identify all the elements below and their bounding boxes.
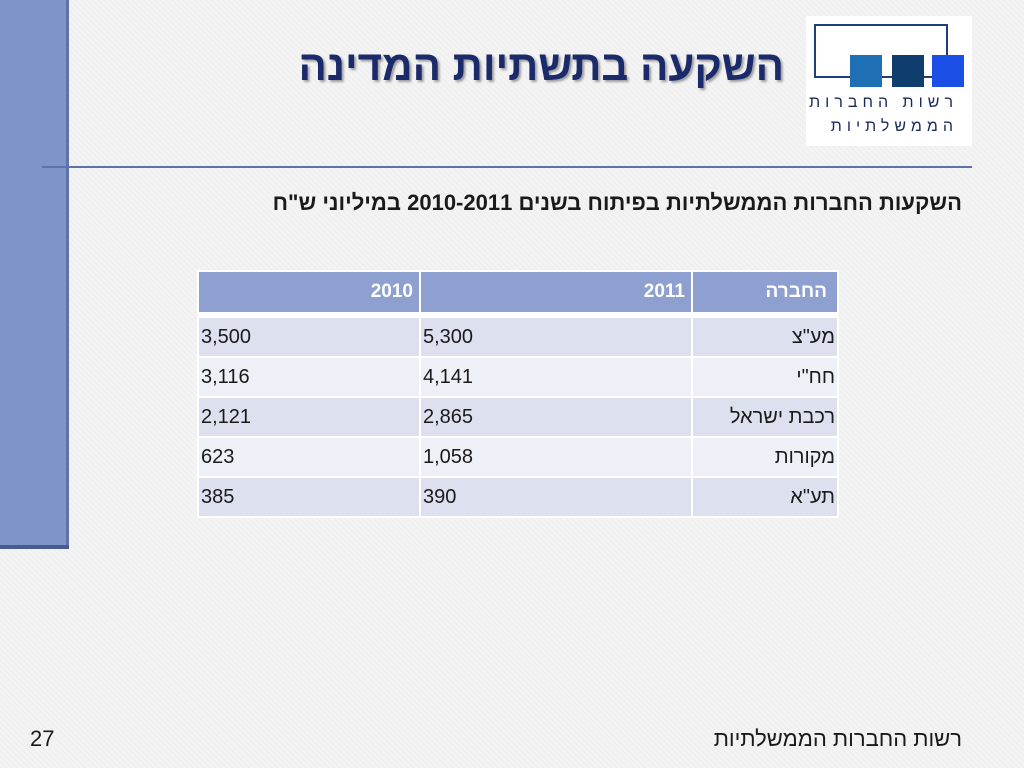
value-2010-cell: 2,121 — [197, 396, 421, 438]
table-header-row: החברה 2011 2010 — [197, 270, 839, 314]
table-row: רכבת ישראל 2,865 2,121 — [197, 396, 839, 438]
value-2010-cell: 623 — [197, 436, 421, 478]
logo-square-bright — [932, 55, 964, 87]
value-2011-cell: 4,141 — [419, 356, 693, 398]
logo-square-light — [850, 55, 882, 87]
header-year-2011: 2011 — [419, 270, 693, 314]
company-cell: תע"א — [691, 476, 839, 518]
header-gap-cell — [198, 313, 838, 317]
company-cell: מע"צ — [691, 316, 839, 358]
slide-subtitle: השקעות החברות הממשלתיות בפיתוח בשנים 201… — [272, 190, 962, 215]
value-2011-cell: 5,300 — [419, 316, 693, 358]
company-cell: רכבת ישראל — [691, 396, 839, 438]
side-accent-bar — [0, 0, 66, 545]
side-accent-base — [0, 545, 69, 549]
company-cell: חח"י — [691, 356, 839, 398]
header-year-2010: 2010 — [197, 270, 421, 314]
authority-logo: רשות החברות הממשלתיות — [806, 16, 972, 146]
value-2010-cell: 385 — [197, 476, 421, 518]
logo-text-line2: הממשלתיות — [830, 118, 958, 135]
logo-text-line1: רשות החברות — [809, 94, 958, 111]
table-row: חח"י 4,141 3,116 — [197, 356, 839, 398]
table-row: מקורות 1,058 623 — [197, 436, 839, 478]
investment-table: החברה 2011 2010 מע"צ 5,300 3,500 חח"י 4,… — [197, 270, 839, 518]
value-2011-cell: 2,865 — [419, 396, 693, 438]
header-company: החברה — [691, 270, 839, 314]
slide-title: השקעה בתשתיות המדינה — [298, 42, 784, 89]
title-divider — [42, 166, 972, 168]
header-gap — [198, 313, 838, 317]
table-row: תע"א 390 385 — [197, 476, 839, 518]
value-2011-cell: 390 — [419, 476, 693, 518]
table-row: מע"צ 5,300 3,500 — [197, 316, 839, 358]
value-2010-cell: 3,500 — [197, 316, 421, 358]
footer-org-name: רשות החברות הממשלתיות — [713, 726, 962, 751]
value-2010-cell: 3,116 — [197, 356, 421, 398]
page-number: 27 — [30, 726, 55, 751]
logo-square-dark — [892, 55, 924, 87]
value-2011-cell: 1,058 — [419, 436, 693, 478]
company-cell: מקורות — [691, 436, 839, 478]
side-accent-edge — [66, 0, 69, 549]
